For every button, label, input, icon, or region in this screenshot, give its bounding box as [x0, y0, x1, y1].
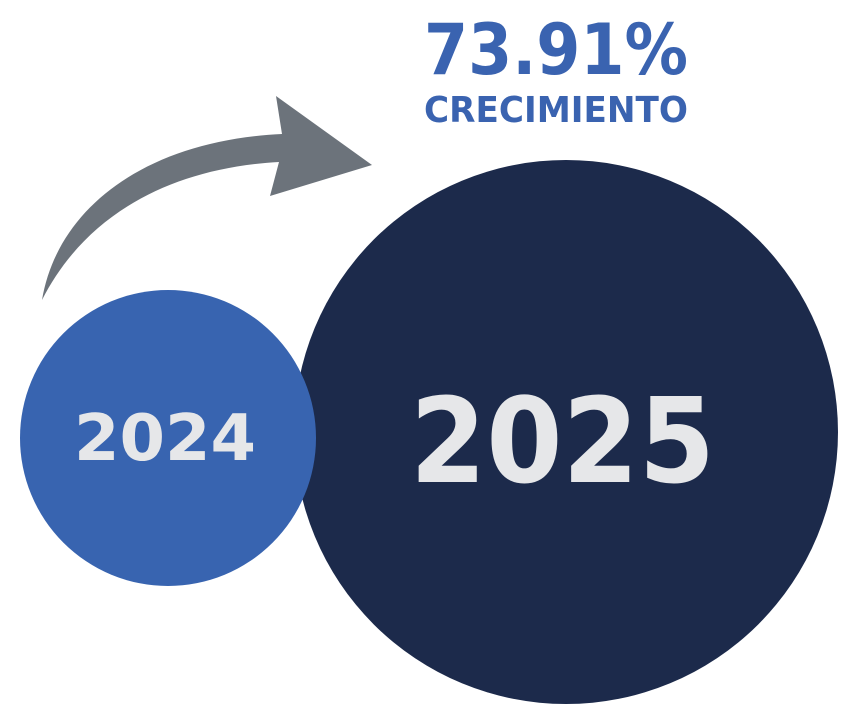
growth-label: CRECIMIENTO	[424, 90, 688, 131]
growth-arrow	[42, 96, 372, 300]
circle-2024	[20, 290, 316, 586]
growth-value: 73.91%	[424, 9, 688, 91]
circle-2025	[294, 160, 838, 704]
year-label: 2024	[74, 402, 256, 476]
year-label: 2025	[410, 372, 715, 510]
